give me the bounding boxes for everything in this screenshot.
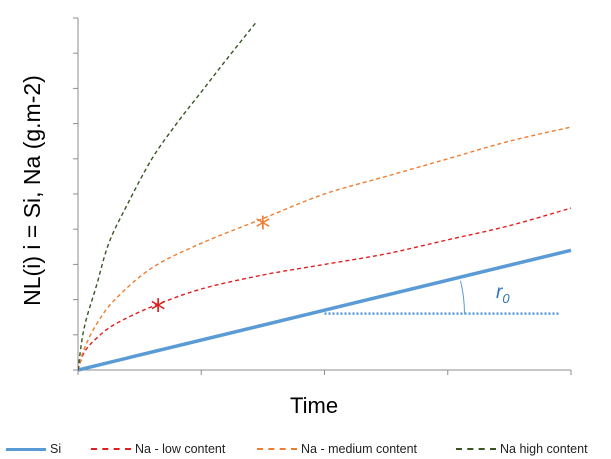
x-axis-label: Time (290, 393, 339, 418)
series-line-na-medium (78, 126, 572, 371)
legend-label-na-low: Na - low content (135, 442, 226, 456)
legend-swatch-na-medium (257, 448, 297, 450)
legend-item-na-low: Na - low content (91, 440, 225, 458)
legend-label-na-high: Na high content (500, 442, 588, 456)
series-line-na-low (78, 207, 572, 371)
r0-angle-arc (460, 280, 465, 314)
legend-swatch-na-high (456, 448, 496, 450)
asterisk-marker-na-low: * (151, 294, 166, 329)
r0-annotation-text: r (496, 282, 503, 303)
asterisk-marker-na-medium: * (255, 211, 270, 246)
y-axis-label: NL(i) i = Si, Na (g.m-2) (4, 40, 60, 340)
y-axis-label-text: NL(i) i = Si, Na (g.m-2) (18, 74, 45, 306)
series-line-na-high (78, 21, 258, 371)
series-line-si (78, 248, 572, 372)
r0-annotation-subscript: 0 (502, 290, 510, 306)
legend-label-na-medium: Na - medium content (301, 442, 418, 456)
legend-item-na-high: Na high content (456, 440, 588, 458)
legend-label-si: Si (50, 442, 62, 456)
legend-swatch-na-low (91, 448, 131, 450)
legend-item-si: Si (6, 440, 61, 458)
legend-item-na-medium: Na - medium content (257, 440, 417, 458)
r0-annotation: r0 (496, 282, 510, 306)
chart-legend: Si Na - low content Na - medium content … (0, 440, 611, 458)
legend-swatch-si (6, 447, 46, 451)
